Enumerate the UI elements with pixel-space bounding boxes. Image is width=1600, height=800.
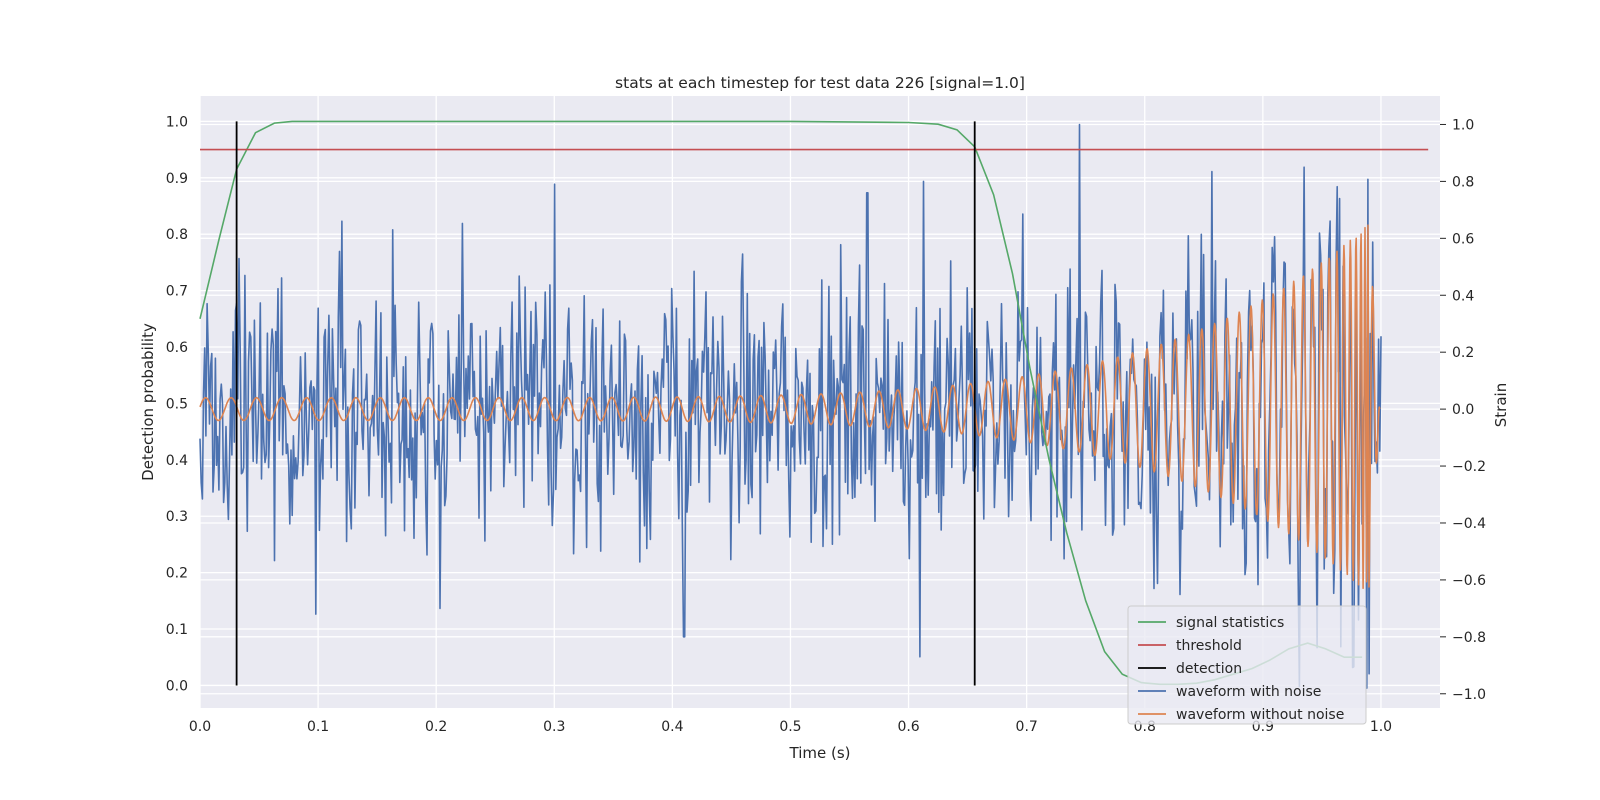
y2-tick-label: −0.6 xyxy=(1452,573,1486,589)
legend-label: threshold xyxy=(1176,638,1242,654)
y-tick-label: 0.0 xyxy=(166,678,188,694)
y2-tick-label: 0.8 xyxy=(1452,174,1474,190)
legend-label: detection xyxy=(1176,661,1242,677)
y-tick-label: 0.2 xyxy=(166,566,188,582)
y2-tick-label: 0.6 xyxy=(1452,231,1474,247)
y-tick-label: 0.7 xyxy=(166,284,188,300)
x-tick-label: 0.4 xyxy=(661,719,683,735)
x-tick-label: 0.3 xyxy=(543,719,565,735)
y-tick-label: 0.4 xyxy=(166,453,188,469)
x-tick-label: 0.1 xyxy=(307,719,329,735)
y2-tick-label: −0.2 xyxy=(1452,459,1486,475)
y-tick-label: 0.9 xyxy=(166,171,188,187)
y-tick-label: 0.8 xyxy=(166,227,188,243)
legend-label: waveform without noise xyxy=(1176,707,1344,723)
y-tick-label: 0.5 xyxy=(166,396,188,412)
legend: signal statistics threshold detection wavef… xyxy=(1127,605,1367,725)
y2-tick-label: 1.0 xyxy=(1452,117,1474,133)
x-tick-label: 0.2 xyxy=(425,719,447,735)
x-tick-label: 0.6 xyxy=(897,719,919,735)
y2-tick-label: 0.4 xyxy=(1452,288,1474,304)
series-layer xyxy=(199,120,1429,689)
y2-tick-label: −0.4 xyxy=(1452,516,1486,532)
y2-axis-label: Strain xyxy=(1492,383,1510,427)
y2-tick-label: −0.8 xyxy=(1452,630,1486,646)
y2-tick-label: 0.2 xyxy=(1452,345,1474,361)
y-tick-label: 0.1 xyxy=(166,622,188,638)
series-waveform-without-noise xyxy=(199,224,1381,590)
x-tick-label: 0.7 xyxy=(1016,719,1038,735)
y-tick-label: 0.3 xyxy=(166,509,188,525)
y2-tick-label: 0.0 xyxy=(1452,402,1474,418)
legend-box xyxy=(1127,605,1367,725)
ticks: 0.0 0.1 0.2 0.3 0.4 0.5 0.6 0.7 0.8 0.9 1.0 0.0 0.1 0… xyxy=(166,114,1486,735)
y-axis-label: Detection probability xyxy=(139,323,157,481)
x-axis-label: Time (s) xyxy=(789,744,851,762)
chart-title: stats at each timestep for test data 226… xyxy=(615,74,1025,92)
y-tick-label: 0.6 xyxy=(166,340,188,356)
legend-label: signal statistics xyxy=(1176,615,1284,631)
x-tick-label: 1.0 xyxy=(1370,719,1392,735)
legend-label: waveform with noise xyxy=(1176,684,1321,700)
y-tick-label: 1.0 xyxy=(166,114,188,130)
x-tick-label: 0.0 xyxy=(189,719,211,735)
y2-tick-label: −1.0 xyxy=(1452,687,1486,703)
x-tick-label: 0.5 xyxy=(779,719,801,735)
